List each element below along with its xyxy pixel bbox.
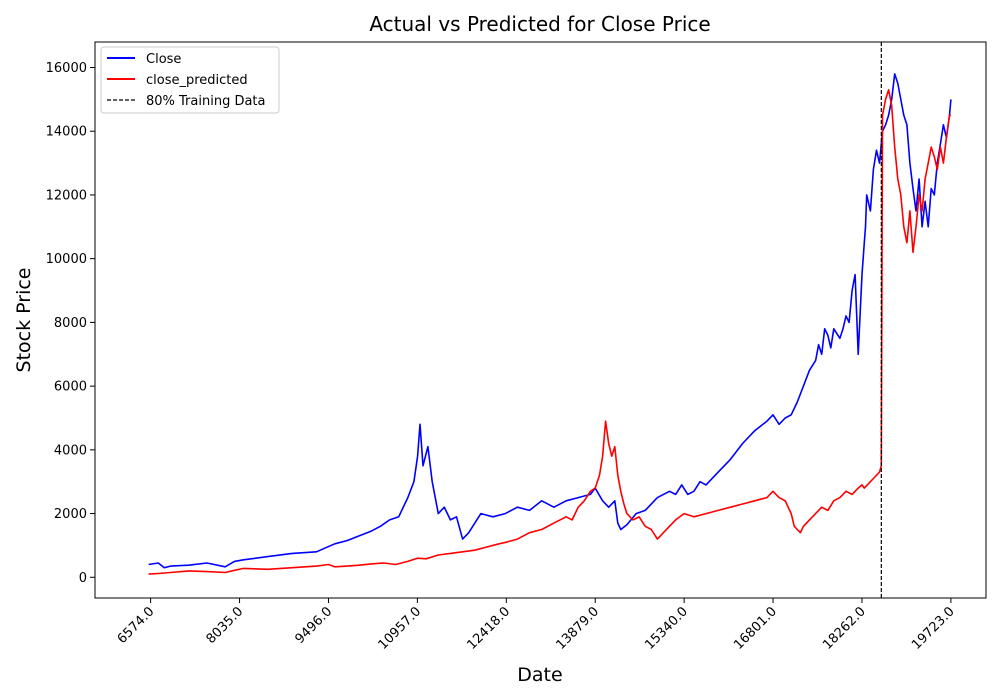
x-tick-label: 15340.0 [642, 604, 691, 653]
x-tick-label: 19723.0 [909, 604, 958, 653]
legend-label-close: Close [146, 52, 181, 67]
x-tick-label: 9496.0 [293, 604, 336, 647]
y-axis-label: Stock Price [13, 268, 35, 373]
x-tick-label: 8035.0 [204, 604, 247, 647]
y-tick-label: 2000 [54, 507, 87, 522]
y-tick-label: 6000 [54, 380, 87, 395]
x-axis-ticks: 6574.0 8035.0 9496.0 10957.0 12418.0 13879.0 1… [115, 598, 958, 653]
y-tick-label: 10000 [46, 252, 87, 267]
x-tick-label: 10957.0 [376, 604, 425, 653]
y-tick-label: 0 [79, 571, 87, 586]
series-line-close [148, 73, 952, 569]
y-tick-label: 14000 [46, 125, 87, 140]
chart-title: Actual vs Predicted for Close Price [369, 12, 710, 36]
legend-box [100, 46, 280, 114]
x-tick-label: 18262.0 [820, 604, 869, 653]
y-tick-label: 16000 [46, 61, 87, 76]
plot-lines [148, 73, 952, 575]
x-axis-label: Date [517, 664, 562, 686]
legend: Close close_predicted 80% Training Data [100, 46, 280, 114]
plot-frame [94, 41, 987, 599]
y-tick-label: 8000 [54, 316, 87, 331]
x-tick-label: 6574.0 [115, 604, 158, 647]
x-tick-label: 16801.0 [731, 604, 780, 653]
y-tick-label: 12000 [46, 188, 87, 203]
x-tick-label: 12418.0 [465, 604, 514, 653]
legend-label-close-predicted: close_predicted [146, 73, 248, 88]
y-axis-ticks: 0 2000 4000 6000 8000 10000 12000 14000 16000 [46, 61, 95, 586]
legend-label-training-split: 80% Training Data [146, 94, 266, 109]
y-tick-label: 4000 [54, 443, 87, 458]
x-tick-label: 13879.0 [553, 604, 602, 653]
series-line-close-predicted [148, 89, 951, 575]
